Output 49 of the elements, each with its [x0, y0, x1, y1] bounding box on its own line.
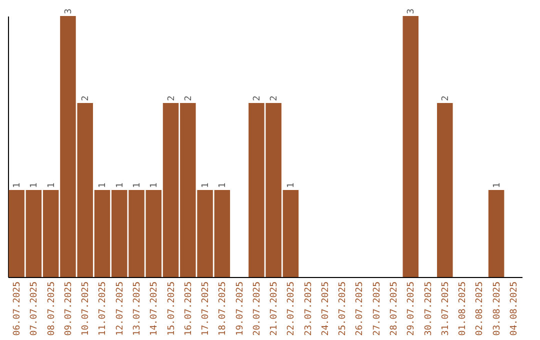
- data-label: 2: [270, 96, 280, 101]
- x-tick-label: 06.07.2025: [12, 282, 23, 336]
- x-tick-label: 29.07.2025: [406, 282, 417, 336]
- x-tick-label: 13.07.2025: [132, 282, 142, 336]
- x-tick-label: 23.07.2025: [304, 282, 314, 336]
- data-label: 1: [98, 182, 108, 188]
- x-tick-label: 21.07.2025: [270, 282, 280, 336]
- x-tick-label: 22.07.2025: [286, 282, 297, 336]
- x-tick-label: 20.07.2025: [252, 282, 262, 336]
- data-label: 1: [218, 182, 228, 188]
- x-tick-label: 30.07.2025: [424, 282, 434, 336]
- data-label: 1: [201, 182, 212, 188]
- data-label: 2: [440, 96, 451, 101]
- x-tick-label: 11.07.2025: [98, 282, 108, 336]
- x-tick-label: 25.07.2025: [338, 282, 348, 336]
- x-tick-label: 04.08.2025: [509, 282, 520, 336]
- x-tick-label: 17.07.2025: [201, 282, 212, 336]
- x-tick-label: 27.07.2025: [372, 282, 382, 336]
- data-label: 1: [46, 182, 57, 188]
- data-label: 2: [184, 96, 194, 101]
- x-tick-label: 28.07.2025: [390, 282, 400, 336]
- x-tick-label: 03.08.2025: [492, 282, 502, 336]
- x-tick-label: 02.08.2025: [475, 282, 486, 336]
- x-tick-label: 16.07.2025: [184, 282, 194, 336]
- x-tick-label: 07.07.2025: [30, 282, 40, 336]
- x-tick-label: 12.07.2025: [115, 282, 126, 336]
- data-label: 3: [406, 8, 417, 14]
- x-tick-label: 19.07.2025: [235, 282, 246, 336]
- x-tick-label: 15.07.2025: [166, 282, 177, 336]
- x-tick-label: 10.07.2025: [81, 282, 92, 336]
- x-tick-label: 18.07.2025: [218, 282, 228, 336]
- data-label: 2: [166, 96, 177, 101]
- data-label: 1: [30, 182, 40, 188]
- x-tick-label: 26.07.2025: [355, 282, 366, 336]
- x-tick-label: 31.07.2025: [440, 282, 451, 336]
- x-tick-label: 01.08.2025: [458, 282, 468, 336]
- data-label: 2: [81, 96, 92, 101]
- x-tick-label: 14.07.2025: [150, 282, 160, 336]
- data-label: 1: [150, 182, 160, 188]
- data-label: 1: [492, 182, 502, 188]
- x-tick-label: 08.07.2025: [46, 282, 57, 336]
- x-tick-label: 24.07.2025: [320, 282, 331, 336]
- x-tick-label: 09.07.2025: [64, 282, 74, 336]
- data-label: 1: [115, 182, 126, 188]
- data-label: 3: [64, 8, 74, 14]
- data-label: 1: [12, 182, 23, 188]
- data-label: 1: [132, 182, 142, 188]
- data-label: 2: [252, 96, 262, 101]
- data-label: 1: [286, 182, 297, 188]
